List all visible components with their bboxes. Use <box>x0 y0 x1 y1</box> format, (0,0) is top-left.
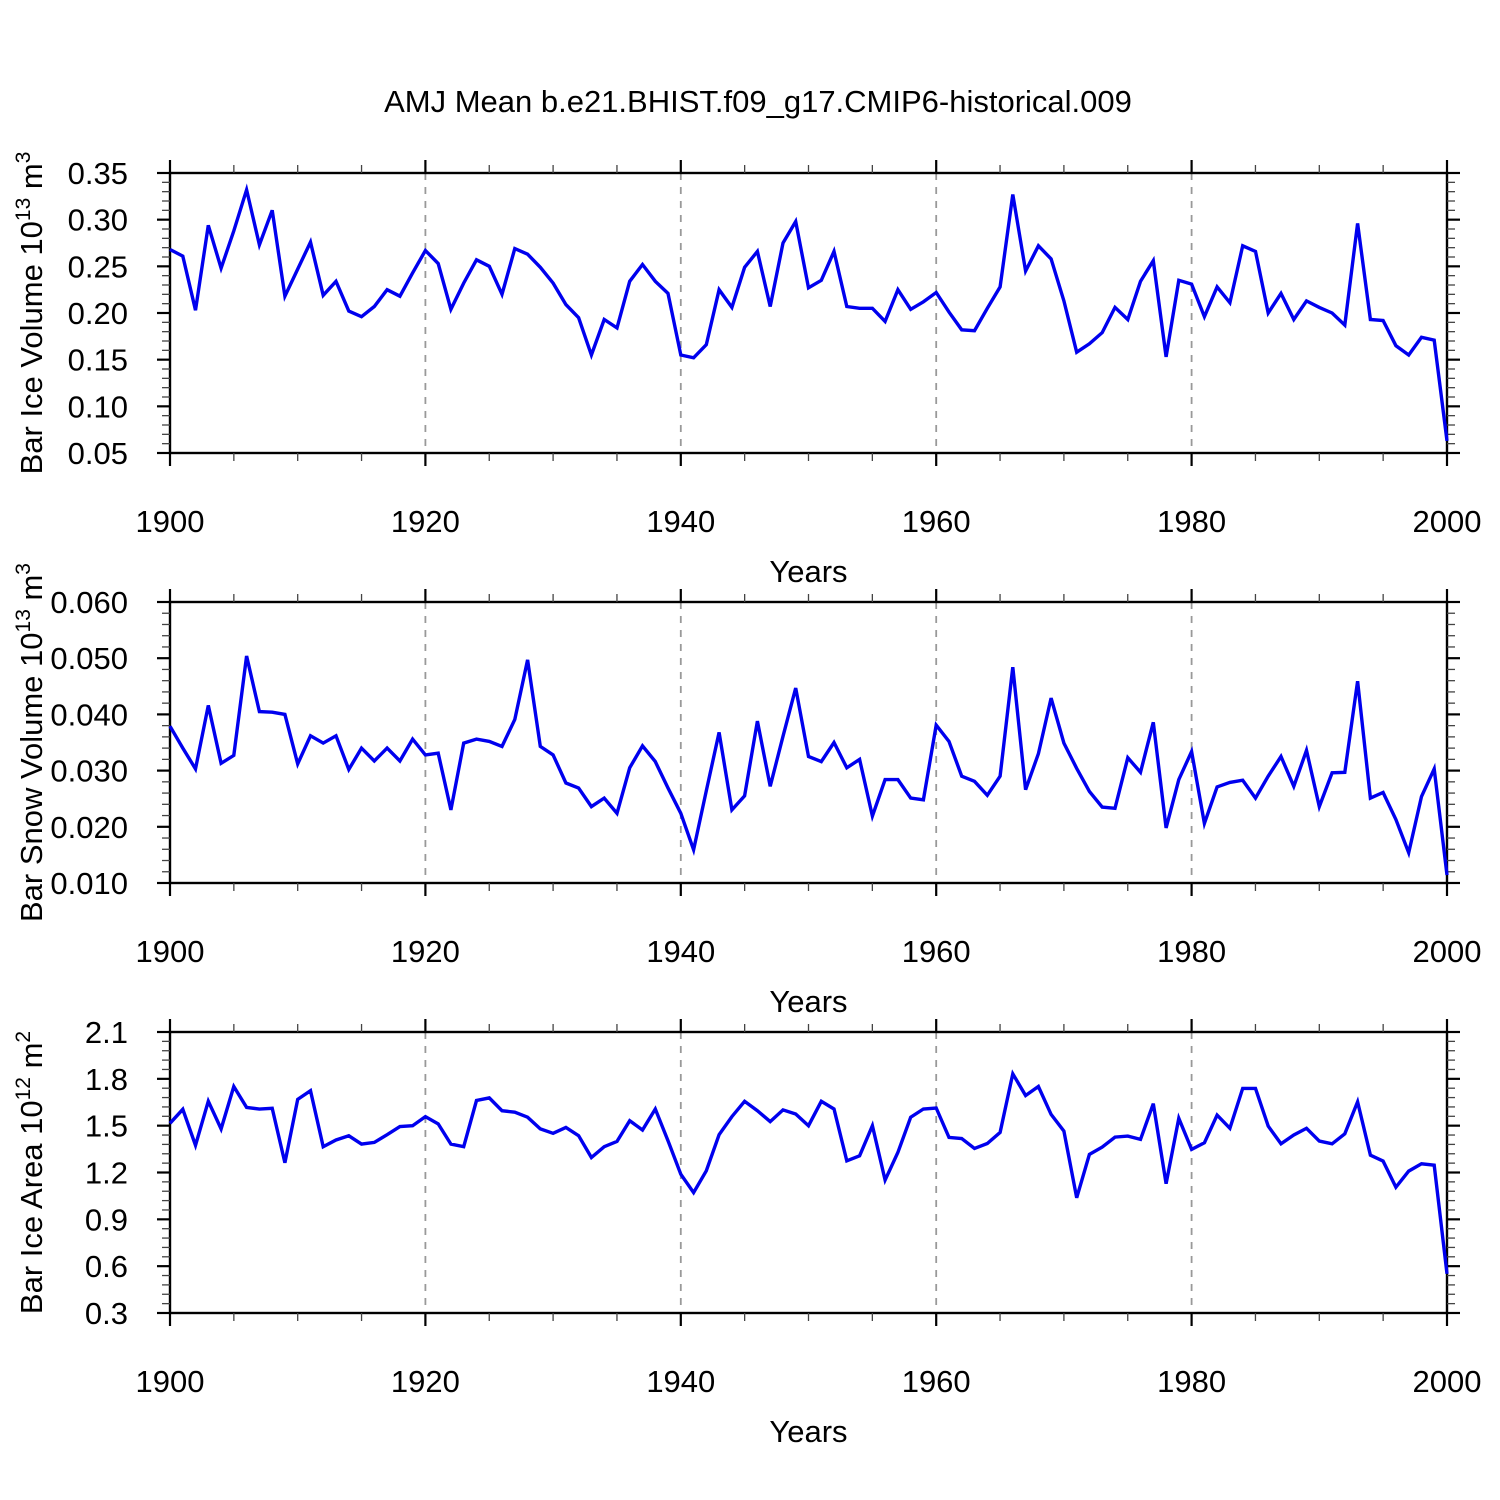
x-tick-label: 2000 <box>1413 934 1482 969</box>
y-tick-label: 0.15 <box>68 343 128 378</box>
y-tick-label: 0.6 <box>85 1249 128 1284</box>
x-axis-title: Years <box>769 984 847 1019</box>
y-tick-label: 0.30 <box>68 203 128 238</box>
chart-title: AMJ Mean b.e21.BHIST.f09_g17.CMIP6-histo… <box>384 84 1132 119</box>
x-tick-label: 1980 <box>1157 1364 1226 1399</box>
y-tick-label: 2.1 <box>85 1015 128 1050</box>
y-tick-label: 0.060 <box>50 585 128 620</box>
x-tick-label: 1940 <box>646 1364 715 1399</box>
x-axis-title: Years <box>769 1414 847 1449</box>
panel-box <box>168 171 1449 455</box>
x-tick-label: 2000 <box>1413 504 1482 539</box>
y-axis-title: Bar Snow Volume 1013 m3 <box>12 563 49 922</box>
data-line <box>168 1069 1449 1274</box>
y-tick-label: 0.020 <box>50 810 128 845</box>
x-tick-label: 1940 <box>646 504 715 539</box>
x-tick-label: 2000 <box>1413 1364 1482 1399</box>
y-tick-label: 0.040 <box>50 697 128 732</box>
y-tick-label: 0.030 <box>50 754 128 789</box>
x-tick-label: 1900 <box>136 934 205 969</box>
data-line <box>168 655 1449 876</box>
y-tick-label: 0.3 <box>85 1296 128 1331</box>
x-tick-label: 1900 <box>136 1364 205 1399</box>
y-tick-label: 0.010 <box>50 866 128 901</box>
panel-bar-ice-volume: 1900 1920 1940 1960 1980 2000 0.05 0.10 0.15 0.20… <box>12 152 1481 589</box>
panel-bar-snow-volume: 1900 1920 1940 1960 1980 2000 0.010 0.020 0.030 0… <box>12 563 1481 1019</box>
x-tick-label: 1960 <box>902 1364 971 1399</box>
x-tick-label: 1920 <box>391 934 460 969</box>
y-tick-label: 0.050 <box>50 641 128 676</box>
y-tick-label: 0.35 <box>68 156 128 191</box>
y-tick-label: 1.8 <box>85 1062 128 1097</box>
data-line <box>169 183 1449 442</box>
y-axis-title: Bar Ice Area 1012 m2 <box>12 1031 49 1314</box>
x-tick-label: 1900 <box>136 504 205 539</box>
y-tick-label: 0.10 <box>68 389 128 424</box>
y-tick-label: 0.20 <box>68 296 128 331</box>
x-axis-title: Years <box>769 554 847 589</box>
panel-bar-ice-area: 1900 1920 1940 1960 1980 2000 0.3 0.6 0.9 1.2 1.5 1… <box>12 1015 1481 1449</box>
x-tick-label: 1980 <box>1157 934 1226 969</box>
y-tick-label: 1.5 <box>85 1109 128 1144</box>
x-tick-label: 1960 <box>902 504 971 539</box>
y-tick-label: 0.9 <box>85 1202 128 1237</box>
y-tick-label: 1.2 <box>85 1156 128 1191</box>
y-tick-label: 0.05 <box>68 436 128 471</box>
y-tick-label: 0.25 <box>68 249 128 284</box>
panel-box <box>168 600 1449 885</box>
panel-box <box>168 1030 1449 1315</box>
x-tick-label: 1940 <box>646 934 715 969</box>
y-axis-title: Bar Ice Volume 1013 m3 <box>12 152 49 475</box>
x-tick-label: 1920 <box>391 504 460 539</box>
x-tick-label: 1960 <box>902 934 971 969</box>
x-tick-label: 1980 <box>1157 504 1226 539</box>
x-tick-label: 1920 <box>391 1364 460 1399</box>
